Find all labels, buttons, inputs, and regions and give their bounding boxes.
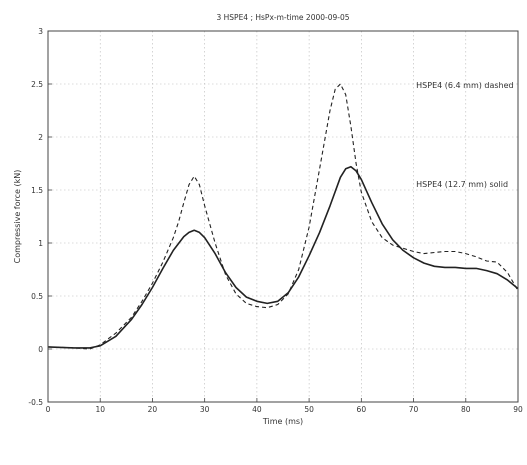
y-axis-label: Compressive force (kN)	[13, 170, 22, 264]
x-tick-label: 40	[252, 405, 262, 414]
x-tick-label: 0	[46, 405, 51, 414]
y-tick-label: 1.5	[31, 186, 43, 195]
x-tick-label: 70	[409, 405, 419, 414]
x-tick-label: 10	[95, 405, 105, 414]
series-annotation: HSPE4 (6.4 mm) dashed	[416, 81, 513, 90]
y-tick-label: 3	[38, 27, 43, 36]
x-tick-label: 30	[200, 405, 210, 414]
y-tick-label: 0.5	[31, 292, 43, 301]
x-axis-label: Time (ms)	[262, 417, 303, 426]
y-tick-label: 1	[38, 239, 43, 248]
y-tick-label: -0.5	[28, 398, 43, 407]
x-tick-label: 60	[357, 405, 367, 414]
series-annotation: HSPE4 (12.7 mm) solid	[416, 180, 508, 189]
x-tick-label: 50	[304, 405, 314, 414]
x-tick-label: 80	[461, 405, 471, 414]
y-tick-label: 2	[38, 133, 43, 142]
chart-title: 3 HSPE4 ; HsPx-m-time 2000-09-05	[216, 13, 349, 22]
x-tick-label: 20	[148, 405, 158, 414]
y-tick-label: 0	[38, 345, 43, 354]
y-tick-label: 2.5	[31, 80, 43, 89]
x-tick-label: 90	[513, 405, 523, 414]
